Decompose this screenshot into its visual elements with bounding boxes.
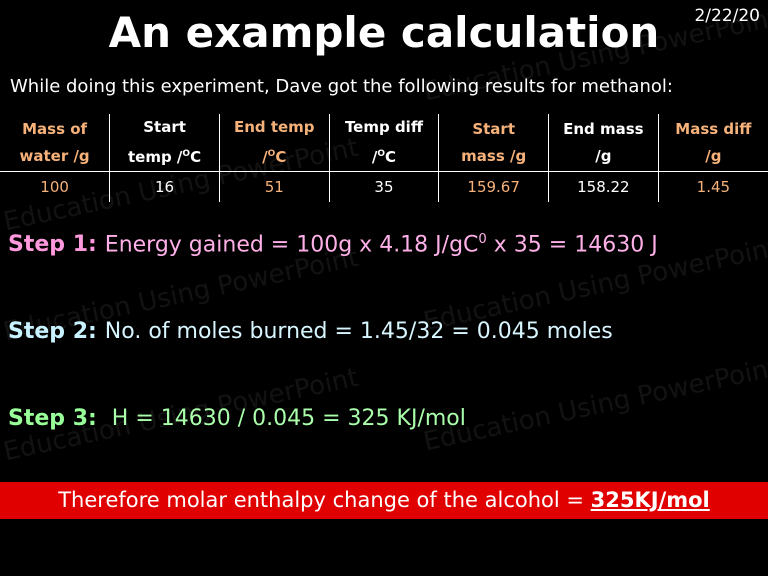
table-cell: 159.67 <box>438 171 549 202</box>
header-text: temp / <box>128 148 183 166</box>
step-label: Step 3: <box>8 406 97 431</box>
column-header: Mass diff/g <box>657 114 768 172</box>
header-line: mass /g <box>439 143 548 170</box>
header-line: Start <box>472 119 515 138</box>
header-text: C <box>190 148 202 166</box>
header-line: Temp diff <box>344 118 423 136</box>
header-text: / <box>371 148 378 166</box>
table-cell: 35 <box>328 171 439 202</box>
step-label: Step 1: <box>8 232 97 258</box>
step: Step 3: H = 14630 / 0.045 = 325 KJ/mol <box>8 406 466 431</box>
header-text: /g <box>595 146 612 165</box>
step-label: Step 2: <box>8 319 97 344</box>
conclusion-answer: 325KJ/mol <box>590 488 710 512</box>
conclusion-text: Therefore molar enthalpy change of the a… <box>58 488 591 512</box>
header-line: End temp <box>233 118 315 136</box>
intro: While doing this experiment, Dave got th… <box>10 76 673 97</box>
column-header: Mass of water /g <box>0 114 110 172</box>
step-text: No. of moles burned = 1.45/32 = 0.045 mo… <box>104 319 613 344</box>
header-line: water /g <box>0 143 109 170</box>
step: Step 1: Energy gained = 100g x 4.18 J/gC0… <box>8 232 658 257</box>
table-cell: 16 <box>109 171 220 202</box>
step-sup: 0 <box>478 232 487 247</box>
column-header: End temp/OC <box>218 114 330 172</box>
date: 2/22/20 <box>694 6 760 26</box>
table-cell: 158.22 <box>548 171 659 202</box>
header-line: /OC <box>330 141 439 171</box>
table-cell: 51 <box>218 171 330 202</box>
header-text: water /g <box>19 146 90 165</box>
table-cell: 1.45 <box>657 171 768 202</box>
column-header: Temp diff/OC <box>328 114 439 172</box>
column-header: Start mass /g <box>438 114 549 172</box>
step-text: H = 14630 / 0.045 = 325 KJ/mol <box>104 406 466 431</box>
header-line: /g <box>549 143 658 170</box>
table-body: 100 16 51 35 159.67 158.22 1.45 <box>0 171 768 202</box>
header-text: C <box>385 148 397 166</box>
step-text: Energy gained = 100g x 4.18 J/gC <box>104 232 479 258</box>
step-text: x 35 = 14630 J <box>486 232 658 258</box>
table-row: 100 16 51 35 159.67 158.22 1.45 <box>0 171 768 202</box>
header-text: mass /g <box>461 146 527 165</box>
header-row: Mass of water /g Start temp /OC End temp/OC T… <box>0 114 768 172</box>
header-text: /g <box>705 146 722 165</box>
header-sup: O <box>377 149 386 159</box>
header-sup: O <box>182 149 191 159</box>
header-text: C <box>275 148 287 166</box>
header-line: Mass diff <box>675 119 752 138</box>
title: An example calculation <box>108 8 660 57</box>
step: Step 2: No. of moles burned = 1.45/32 = 0… <box>8 319 613 344</box>
header-line: temp /OC <box>110 141 219 171</box>
header-sup: O <box>267 149 276 159</box>
conclusion-band: Therefore molar enthalpy change of the a… <box>0 482 768 519</box>
header-text: / <box>262 148 268 166</box>
table-cell: 100 <box>40 178 69 196</box>
column-header: Start temp /OC <box>109 114 220 172</box>
header-line: Mass of <box>22 119 88 138</box>
header-line: End mass <box>563 119 644 138</box>
header-line: /OC <box>220 141 329 171</box>
watermark: Education Using PowerPoint <box>420 352 768 458</box>
header-line: Start <box>143 118 186 136</box>
results-table: Mass of water /g Start temp /OC End temp/OC T… <box>0 114 768 202</box>
header-line: /g <box>659 143 768 170</box>
column-header: End mass/g <box>548 114 659 172</box>
